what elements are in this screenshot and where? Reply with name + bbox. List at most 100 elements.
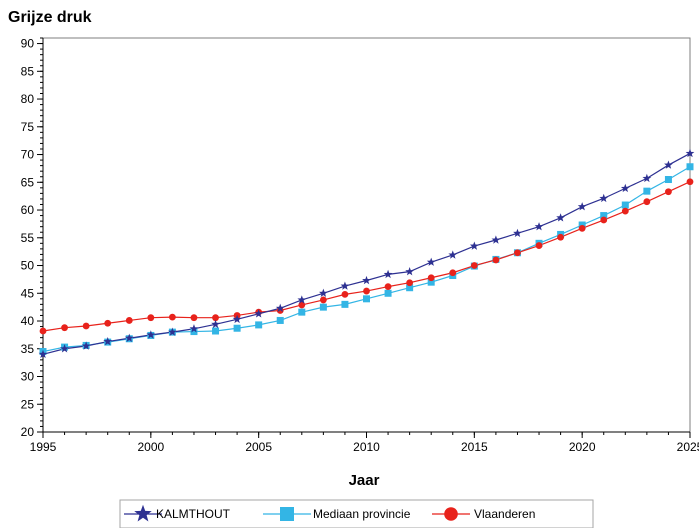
x-tick-label: 2010 (353, 440, 380, 454)
legend-label-mediaan-provincie: Mediaan provincie (313, 507, 411, 521)
data-point-mediaan-provincie (298, 308, 306, 316)
data-point-kalmthout (426, 257, 436, 266)
y-tick-label: 20 (21, 425, 35, 439)
legend-box (119, 499, 594, 528)
data-point-kalmthout (556, 213, 565, 222)
y-tick-label: 70 (21, 148, 35, 162)
data-point-mediaan-provincie (427, 278, 435, 286)
data-point-vlaanderen (686, 178, 694, 186)
data-point-kalmthout (124, 333, 134, 342)
y-tick-label: 25 (21, 397, 35, 411)
data-point-vlaanderen (665, 188, 672, 196)
y-tick-label: 30 (21, 370, 35, 384)
data-point-kalmthout (340, 281, 350, 290)
data-point-vlaanderen (298, 301, 306, 309)
data-point-kalmthout (103, 336, 113, 346)
data-point-kalmthout (254, 309, 264, 318)
data-point-kalmthout (189, 324, 199, 333)
data-point-vlaanderen (147, 314, 155, 322)
data-point-kalmthout (469, 241, 479, 250)
data-point-mediaan-provincie (600, 212, 608, 220)
data-point-kalmthout (599, 193, 609, 203)
data-point-kalmthout (534, 222, 544, 231)
data-point-kalmthout (448, 250, 458, 259)
data-point-kalmthout (146, 330, 156, 339)
data-point-vlaanderen (319, 296, 327, 304)
y-tick-label: 80 (21, 92, 35, 106)
data-point-mediaan-provincie (686, 163, 694, 171)
data-point-kalmthout (513, 228, 522, 238)
data-point-mediaan-provincie (255, 321, 263, 329)
legend-label-kalmthout: KALMTHOUT (156, 507, 231, 521)
data-point-mediaan-provincie (643, 187, 651, 195)
x-tick-label: 2020 (569, 440, 596, 454)
data-point-mediaan-provincie (406, 284, 414, 292)
data-point-mediaan-provincie (212, 327, 220, 335)
x-tick-label: 2000 (137, 440, 164, 454)
data-point-vlaanderen (104, 319, 112, 327)
data-point-vlaanderen (449, 269, 457, 277)
data-point-vlaanderen (578, 224, 586, 232)
legend-label-vlaanderen: Vlaanderen (474, 507, 535, 521)
data-point-vlaanderen (557, 233, 564, 241)
data-point-vlaanderen (341, 290, 349, 298)
data-point-kalmthout (664, 160, 673, 169)
legend-marker-vlaanderen (444, 507, 458, 521)
data-point-vlaanderen (621, 207, 629, 215)
data-point-vlaanderen (406, 279, 414, 287)
y-tick-label: 35 (21, 342, 35, 356)
data-point-kalmthout (168, 327, 177, 336)
data-point-vlaanderen (125, 317, 133, 324)
data-point-kalmthout (491, 235, 501, 244)
y-tick-label: 55 (21, 231, 35, 245)
x-tick-label: 1995 (30, 440, 57, 454)
data-point-kalmthout (297, 295, 307, 304)
data-point-kalmthout (232, 314, 242, 324)
data-point-kalmthout (211, 319, 220, 329)
y-tick-label: 40 (21, 314, 35, 328)
x-tick-label: 2005 (245, 440, 272, 454)
axes-layer: 1995200020052010201520202025202530354045… (21, 37, 699, 454)
data-point-vlaanderen (643, 198, 651, 206)
y-tick-label: 75 (21, 120, 35, 134)
legend: KALMTHOUT Mediaan provincie Vlaanderen (119, 499, 594, 528)
data-point-kalmthout (275, 303, 285, 312)
data-point-mediaan-provincie (233, 324, 241, 332)
data-point-vlaanderen (169, 313, 176, 321)
legend-marker-kalmthout (134, 504, 152, 522)
data-point-kalmthout (383, 269, 393, 279)
data-point-mediaan-provincie (621, 201, 629, 209)
data-point-mediaan-provincie (363, 295, 370, 303)
x-tick-label: 2015 (461, 440, 488, 454)
data-point-kalmthout (642, 173, 652, 183)
legend-marker-mediaan-provincie (280, 507, 294, 521)
data-point-vlaanderen (39, 327, 47, 335)
data-point-vlaanderen (600, 216, 608, 224)
data-point-mediaan-provincie (384, 289, 392, 297)
y-tick-label: 65 (21, 175, 35, 189)
data-point-kalmthout (405, 267, 415, 276)
data-point-vlaanderen (384, 283, 392, 291)
x-axis-title: Jaar (349, 472, 380, 489)
data-point-vlaanderen (363, 287, 370, 295)
data-point-kalmthout (685, 148, 695, 158)
data-point-kalmthout (60, 344, 69, 353)
data-point-mediaan-provincie (319, 303, 327, 311)
y-tick-label: 85 (21, 64, 35, 78)
marker-layer (38, 148, 695, 359)
data-point-kalmthout (620, 183, 630, 193)
y-tick-label: 50 (21, 259, 35, 273)
data-point-kalmthout (362, 275, 371, 285)
data-point-vlaanderen (470, 262, 478, 269)
data-point-mediaan-provincie (190, 328, 198, 336)
data-point-vlaanderen (212, 314, 219, 322)
plot-frame (42, 37, 691, 433)
data-point-vlaanderen (535, 242, 543, 249)
y-tick-label: 90 (21, 37, 35, 51)
data-point-vlaanderen (427, 274, 435, 282)
data-point-kalmthout (318, 288, 328, 297)
data-point-vlaanderen (190, 314, 198, 322)
data-point-vlaanderen (82, 322, 90, 330)
